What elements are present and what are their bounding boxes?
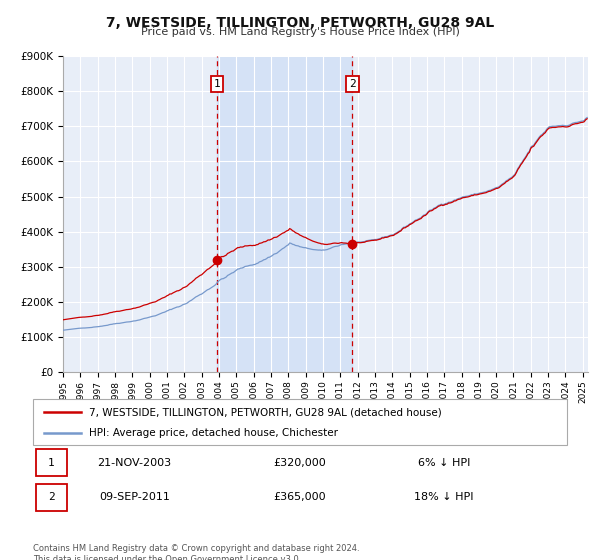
Text: 2: 2 (349, 79, 356, 89)
Text: Contains HM Land Registry data © Crown copyright and database right 2024.
This d: Contains HM Land Registry data © Crown c… (33, 544, 359, 560)
Text: Price paid vs. HM Land Registry's House Price Index (HPI): Price paid vs. HM Land Registry's House … (140, 27, 460, 37)
Text: HPI: Average price, detached house, Chichester: HPI: Average price, detached house, Chic… (89, 428, 338, 438)
Text: 1: 1 (48, 458, 55, 468)
FancyBboxPatch shape (35, 449, 67, 476)
Bar (217, 56, 352, 372)
FancyBboxPatch shape (35, 484, 67, 511)
Text: 09-SEP-2011: 09-SEP-2011 (99, 492, 170, 502)
Text: 6% ↓ HPI: 6% ↓ HPI (418, 458, 470, 468)
Text: 21-NOV-2003: 21-NOV-2003 (97, 458, 172, 468)
FancyBboxPatch shape (33, 399, 567, 445)
Text: 2: 2 (48, 492, 55, 502)
Text: £320,000: £320,000 (274, 458, 326, 468)
Text: 7, WESTSIDE, TILLINGTON, PETWORTH, GU28 9AL (detached house): 7, WESTSIDE, TILLINGTON, PETWORTH, GU28 … (89, 407, 442, 417)
Text: 1: 1 (214, 79, 220, 89)
Text: 7, WESTSIDE, TILLINGTON, PETWORTH, GU28 9AL: 7, WESTSIDE, TILLINGTON, PETWORTH, GU28 … (106, 16, 494, 30)
Text: 18% ↓ HPI: 18% ↓ HPI (415, 492, 474, 502)
Text: £365,000: £365,000 (274, 492, 326, 502)
